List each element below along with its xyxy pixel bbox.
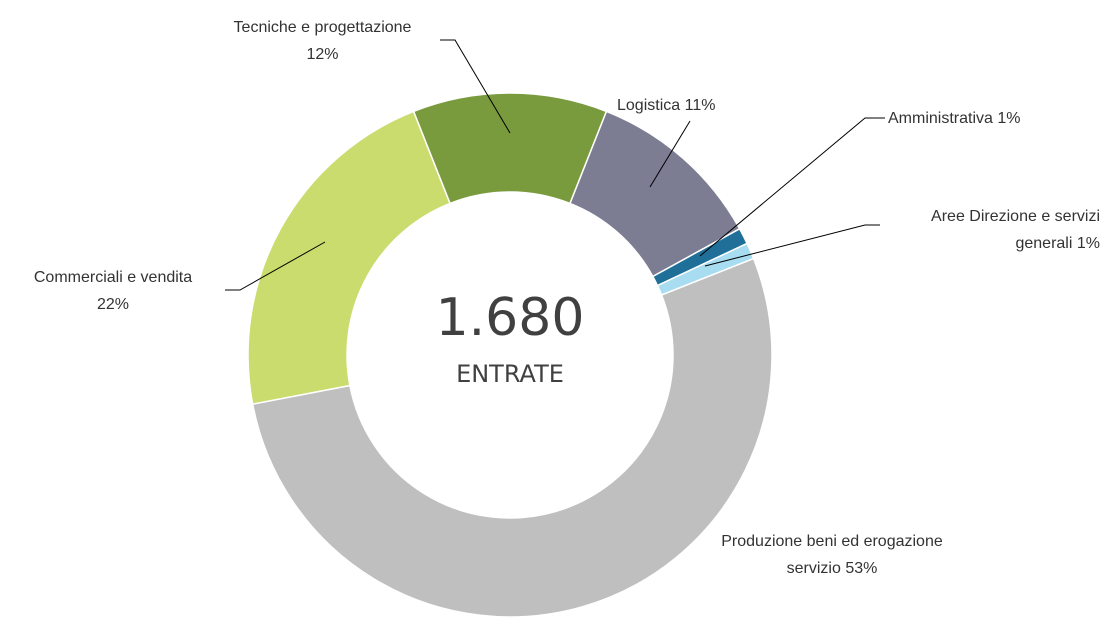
data-label: Logistica 11% <box>617 92 777 119</box>
category-name: Amministrativa <box>888 110 993 127</box>
category-name: Tecniche e progettazione <box>233 19 412 36</box>
leader-line <box>699 117 885 257</box>
value-label: 12% <box>306 46 339 63</box>
data-label: Tecniche e progettazione 12% <box>190 14 455 68</box>
leader-line <box>225 241 326 291</box>
category-name: Logistica <box>617 97 681 114</box>
leader-line <box>704 224 880 267</box>
leader-line <box>440 39 511 134</box>
value-label: 1% <box>997 110 1021 127</box>
category-name: Commerciali e vendita <box>33 269 193 286</box>
value-label: 1% <box>1076 235 1100 252</box>
donut-slice <box>251 257 773 617</box>
category-name: Aree Direzione e servizi generali <box>931 208 1100 252</box>
value-label: 22% <box>96 296 130 313</box>
value-label: 11% <box>684 97 716 114</box>
data-label: Aree Direzione e servizi generali 1% <box>880 203 1100 257</box>
data-label: Amministrativa 1% <box>888 105 1088 132</box>
center-value: 1.680 <box>436 288 585 348</box>
data-label: Produzione beni ed erogazione servizio 5… <box>718 528 946 582</box>
leader-line <box>649 120 691 188</box>
donut-slice <box>247 110 451 405</box>
value-label: 53% <box>845 560 878 577</box>
center-text: ENTRATE <box>456 360 564 388</box>
category-name: Produzione beni ed erogazione servizio <box>721 533 943 577</box>
data-label: Commerciali e vendita 22% <box>0 264 226 318</box>
